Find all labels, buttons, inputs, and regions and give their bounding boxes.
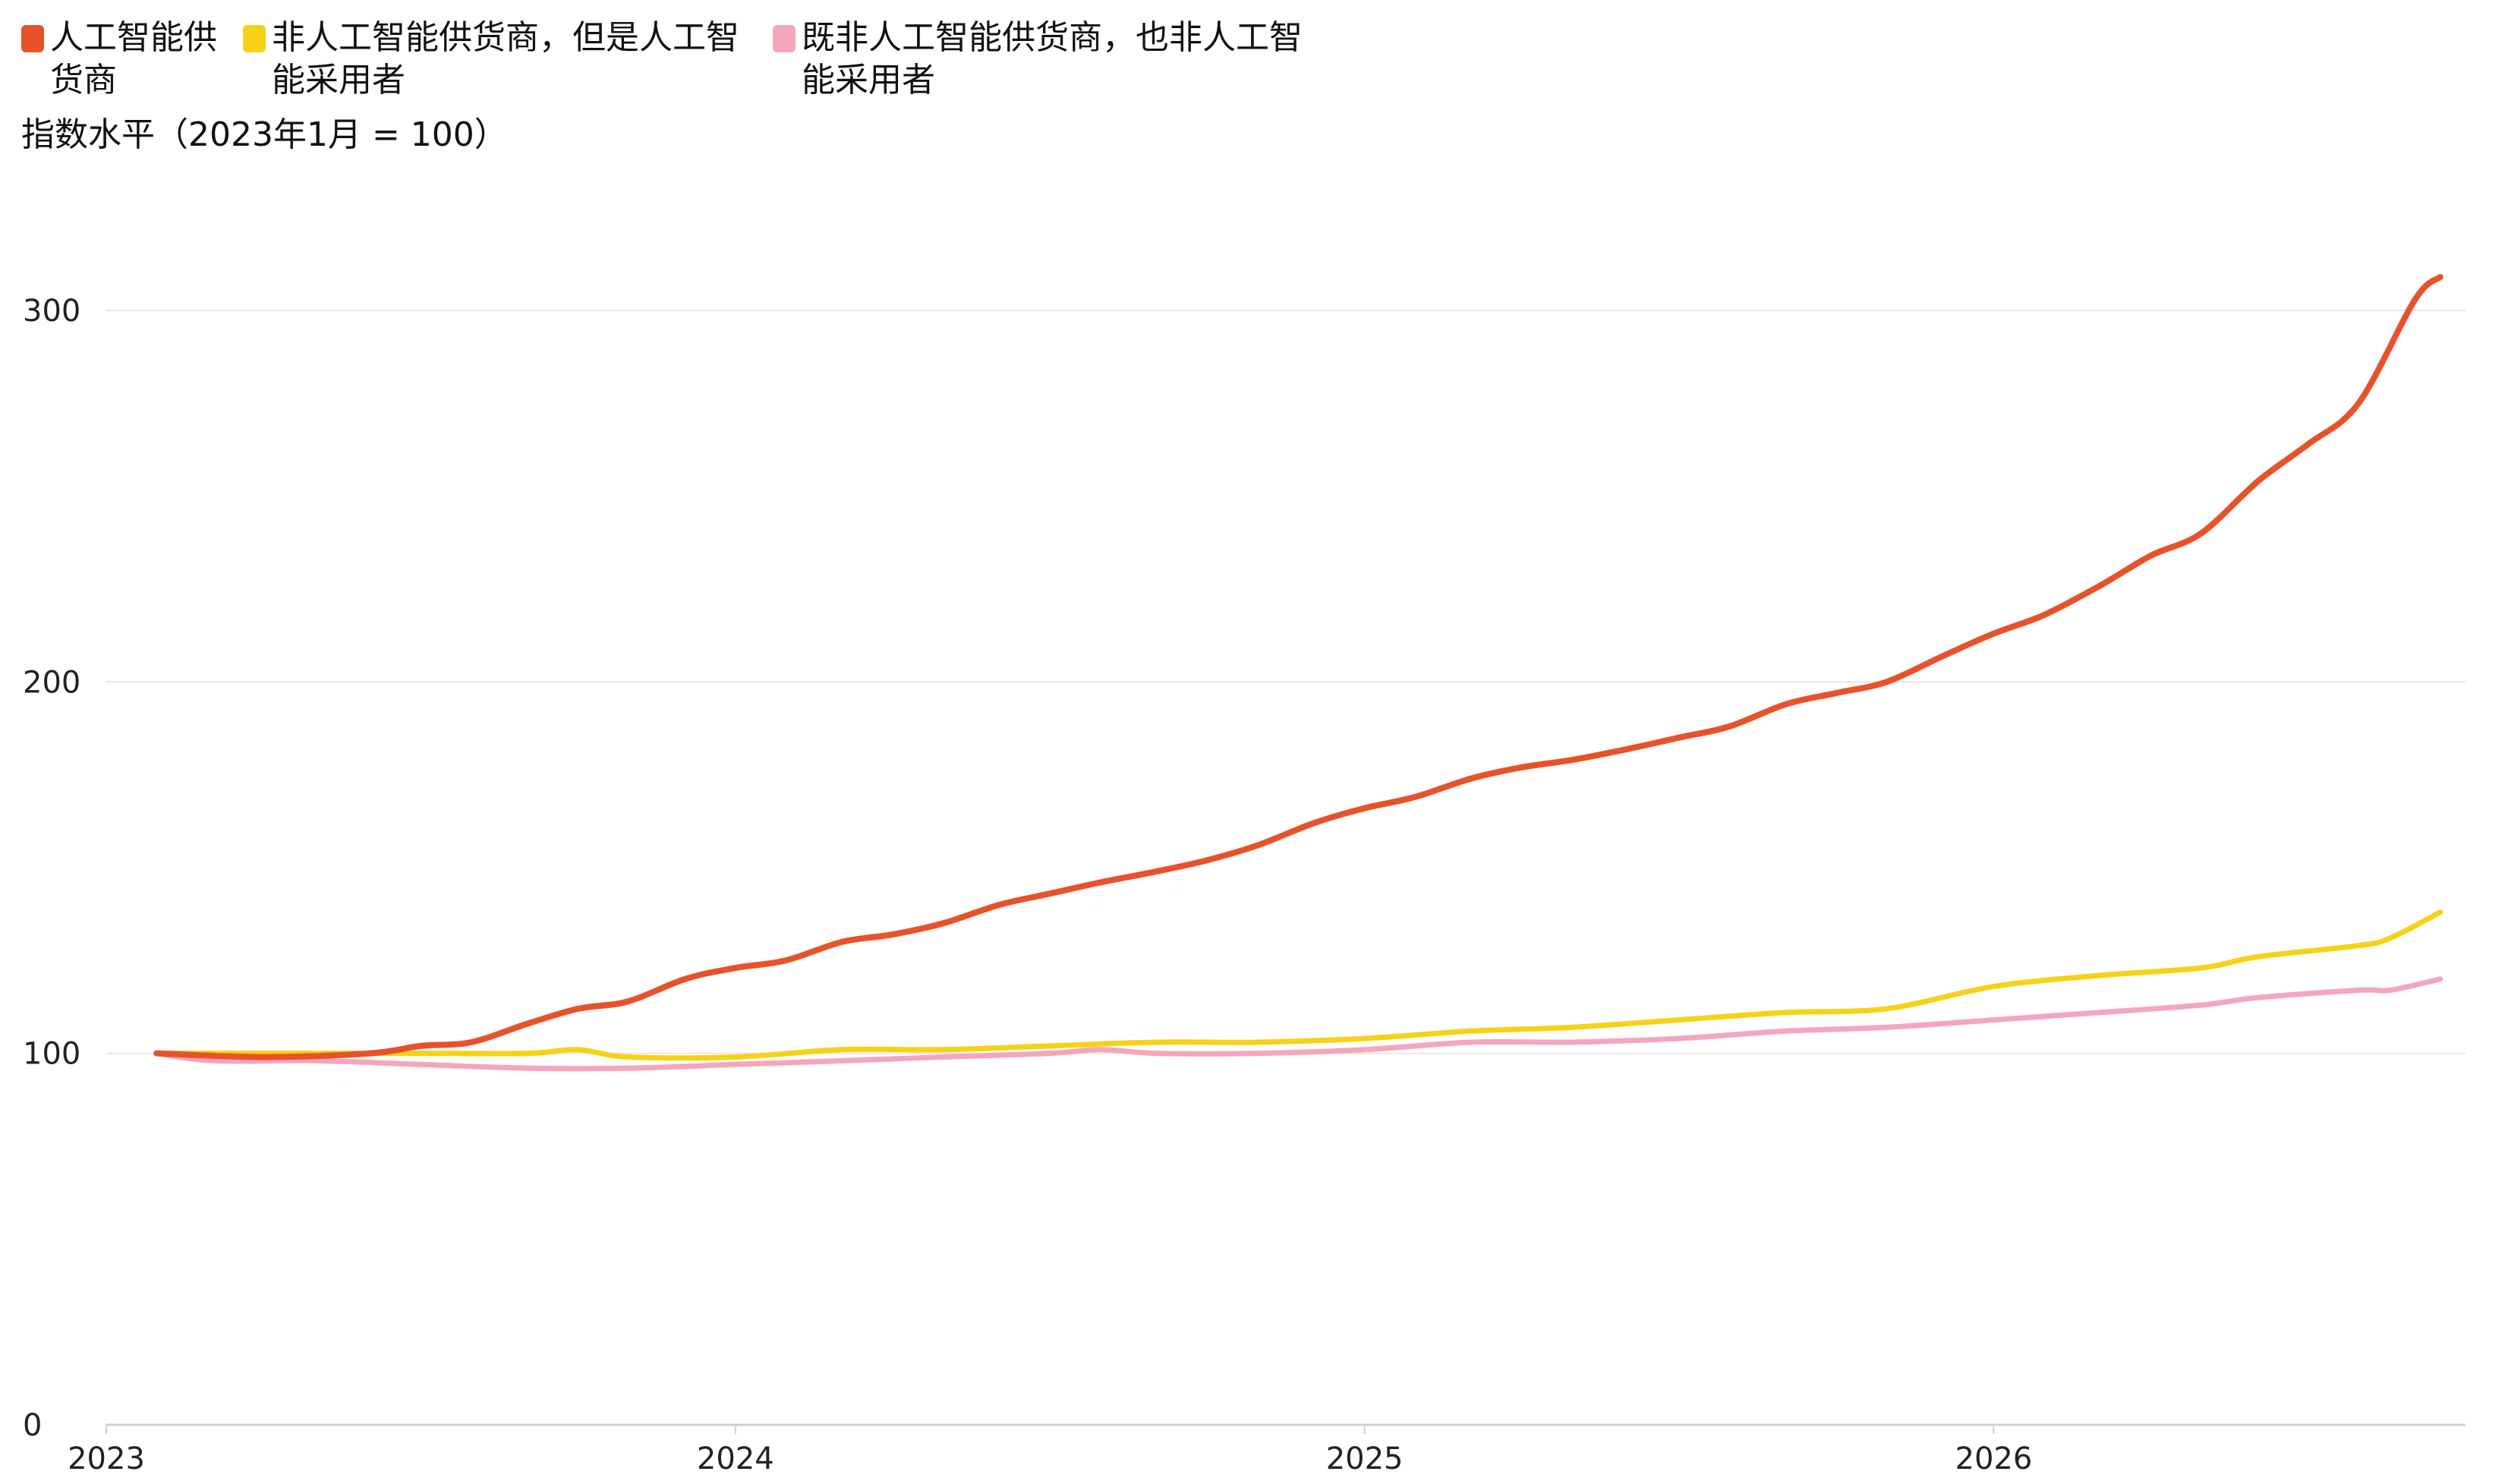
y-tick-label: 300: [23, 294, 80, 329]
y-tick-label: 100: [23, 1037, 80, 1072]
x-tick-label: 2023: [68, 1441, 145, 1476]
x-tick-label: 2026: [1955, 1441, 2033, 1476]
legend-item-ai-adopters: 非人工智能供货商，但是人工智能采用者: [243, 17, 767, 102]
y-axis-unit-label: 指数水平（2023年1月 = 100）: [21, 115, 508, 154]
series-line-neither: [153, 976, 2444, 1072]
series-line-ai-adopters: [153, 909, 2444, 1061]
legend-swatch-ai-adopters: [243, 25, 266, 52]
x-tick-label: 2025: [1326, 1441, 1404, 1476]
x-axis-ticks: 2023 2024 2025 2026: [68, 1425, 2032, 1476]
legend-label-neither: 既非人工智能供货商，也非人工智能采用者: [802, 18, 1303, 99]
gridlines: [106, 309, 2466, 1426]
legend-item-ai-vendors: 人工智能供货商: [21, 17, 249, 102]
legend-swatch-neither: [773, 25, 796, 52]
y-tick-label: 0: [23, 1408, 42, 1443]
legend-swatch-ai-vendors: [21, 25, 44, 52]
series-lines: [153, 273, 2444, 1072]
series-line-ai-vendors: [153, 273, 2444, 1060]
y-tick-label: 200: [23, 665, 80, 700]
x-tick-label: 2024: [697, 1441, 774, 1476]
y-axis-ticks: 0 100 200 300: [23, 294, 80, 1443]
legend-item-neither: 既非人工智能供货商，也非人工智能采用者: [773, 17, 1334, 102]
legend-label-ai-adopters: 非人工智能供货商，但是人工智能采用者: [272, 18, 739, 99]
legend-label-ai-vendors: 人工智能供货商: [50, 18, 217, 99]
